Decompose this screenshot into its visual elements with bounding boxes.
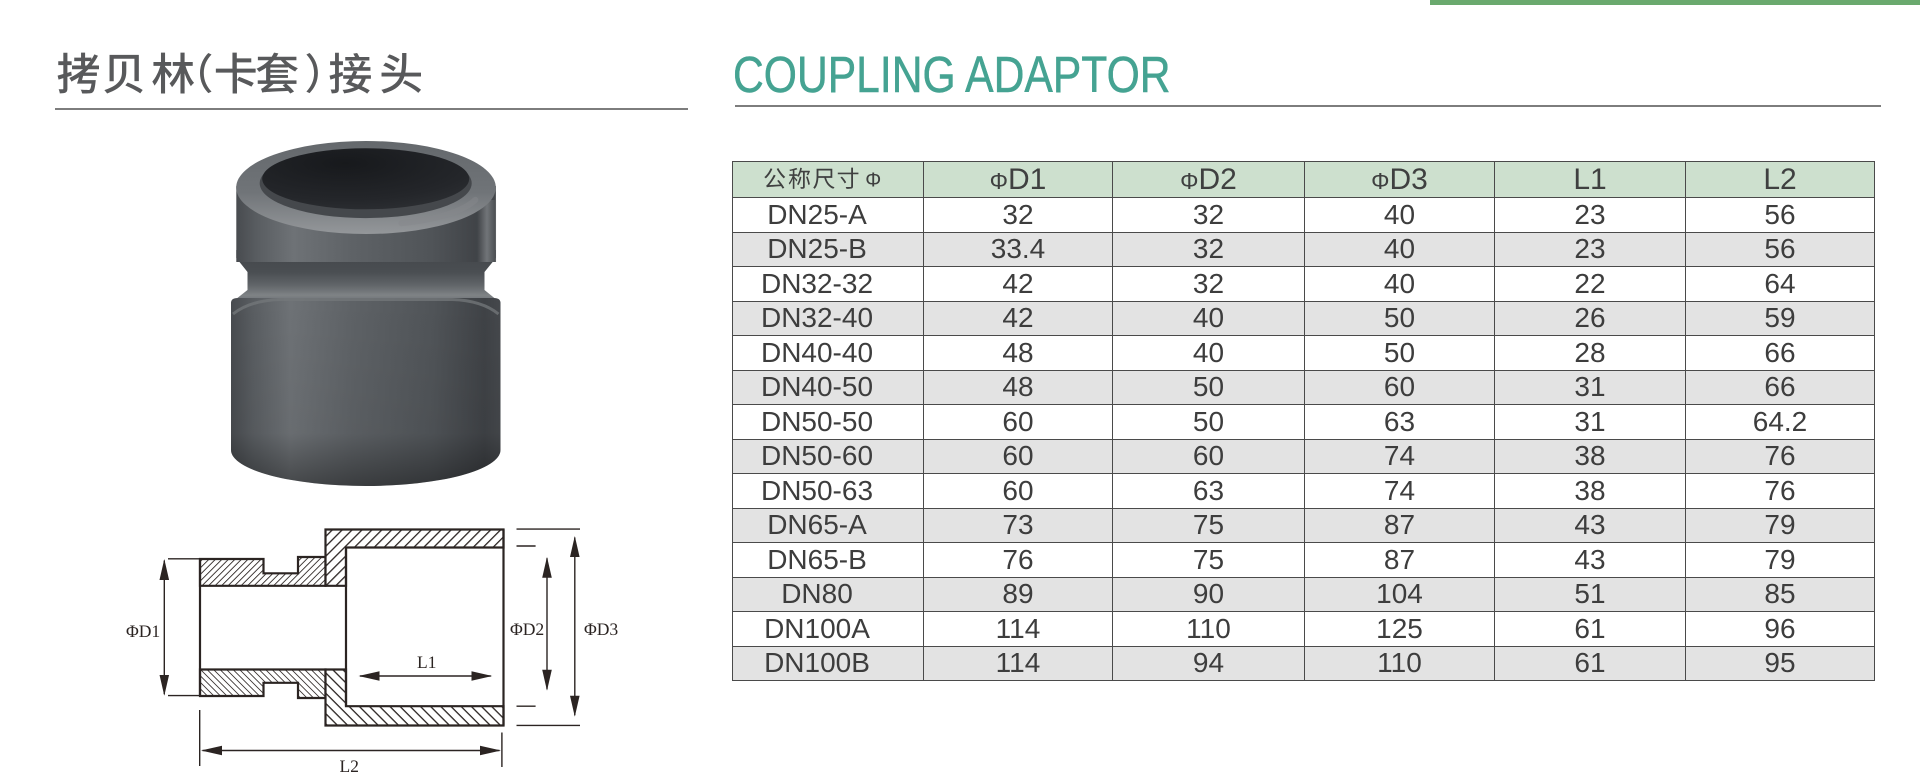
svg-text:Φ: Φ <box>865 170 881 192</box>
